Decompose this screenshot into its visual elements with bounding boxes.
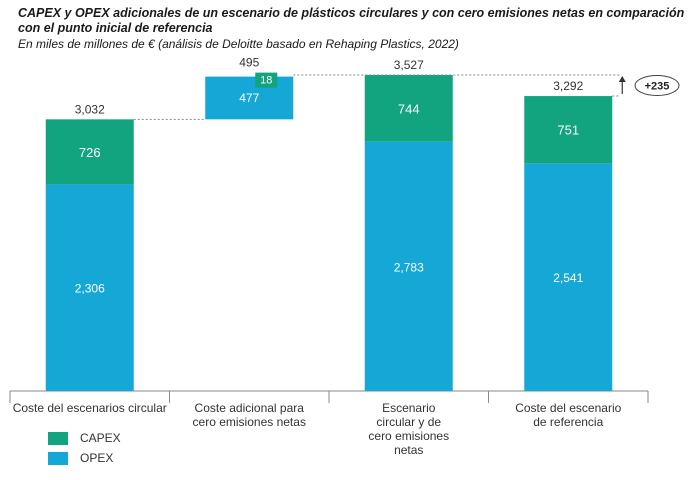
data-label-capex-2: 744 <box>398 101 420 116</box>
bar-opex-0 <box>45 184 134 391</box>
data-label-capex-0: 726 <box>79 145 101 160</box>
data-label-opex-1: 477 <box>239 91 259 105</box>
x-tick-label-3: de referencia <box>533 415 603 429</box>
x-tick-label-2: netas <box>394 443 423 457</box>
legend-label-capex: CAPEX <box>80 431 121 445</box>
x-tick-label-0: Coste del escenarios circular <box>13 401 167 415</box>
data-label-opex-0: 2,306 <box>75 282 105 296</box>
legend-item-opex: OPEX <box>48 448 121 468</box>
data-label-total-1: 495 <box>239 56 259 70</box>
data-label-opex-3: 2,541 <box>553 271 583 285</box>
data-label-total-0: 3,032 <box>75 102 105 116</box>
legend-swatch-capex <box>48 431 68 445</box>
data-label-total-3: 3,292 <box>553 79 583 93</box>
legend-item-capex: CAPEX <box>48 428 121 448</box>
legend-label-opex: OPEX <box>80 451 114 465</box>
bar-capex-2 <box>364 75 453 142</box>
x-tick-label-2: Escenario <box>382 401 436 415</box>
bar-capex-1 <box>255 72 278 88</box>
difference-arrow-head <box>618 76 626 82</box>
x-tick-label-2: cero emisiones <box>368 429 449 443</box>
bar-opex-3 <box>524 163 613 391</box>
data-label-opex-2: 2,783 <box>394 260 424 274</box>
bar-capex-3 <box>524 96 613 164</box>
bar-capex-0 <box>45 119 134 185</box>
legend-swatch-opex <box>48 451 68 465</box>
data-label-total-2: 3,527 <box>394 58 424 72</box>
chart-subtitle: En miles de millones de € (análisis de D… <box>18 37 459 51</box>
x-tick-label-1: cero emisiones netas <box>193 415 306 429</box>
data-label-capex-3: 751 <box>557 123 579 138</box>
x-tick-label-2: circular y de <box>376 415 441 429</box>
bar-opex-2 <box>364 141 453 391</box>
x-tick-label-1: Coste adicional para <box>195 401 305 415</box>
legend: CAPEX OPEX <box>48 428 121 468</box>
data-label-capex-1: 18 <box>260 75 272 87</box>
chart-title: CAPEX y OPEX adicionales de un escenario… <box>18 6 685 35</box>
chart-header: CAPEX y OPEX adicionales de un escenario… <box>18 6 688 52</box>
difference-callout <box>634 75 680 97</box>
difference-label: +235 <box>645 81 670 93</box>
x-tick-label-3: Coste del escenario <box>515 401 621 415</box>
bar-opex-1 <box>205 76 294 120</box>
